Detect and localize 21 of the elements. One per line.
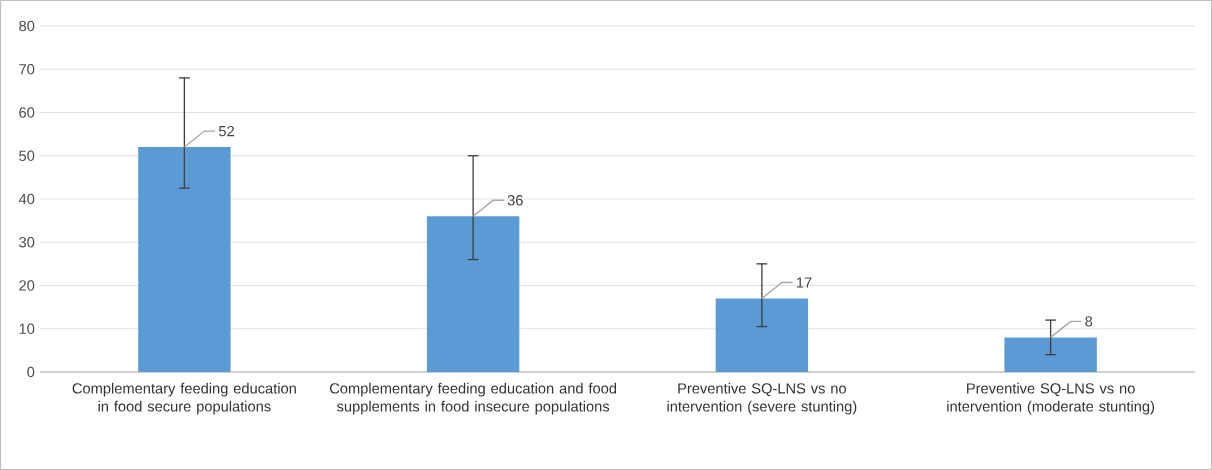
bar xyxy=(1004,337,1097,372)
x-tick-label: Complementary feeding education in food secure populations xyxy=(72,382,296,415)
y-tick-label: 30 xyxy=(19,237,35,248)
y-tick-label: 60 xyxy=(19,107,35,118)
y-tick-label: 10 xyxy=(19,323,35,334)
x-tick-label: Complementary feeding education and food supplements in food insecure populations xyxy=(329,382,617,415)
y-tick-label: 0 xyxy=(27,366,35,378)
y-tick-label: 80 xyxy=(19,20,35,32)
data-label: 52 xyxy=(218,125,234,137)
data-label: 17 xyxy=(796,277,812,288)
y-tick-label: 40 xyxy=(18,193,35,205)
data-label: 36 xyxy=(507,195,523,206)
x-tick-label: Preventive SQ-LNS vs no intervention (severe stunting) xyxy=(667,382,857,415)
x-tick-label: Preventive SQ-LNS vs no intervention (moderate stunting) xyxy=(947,382,1155,415)
y-tick-label: 20 xyxy=(19,280,35,291)
y-tick-label: 70 xyxy=(19,64,35,75)
bar xyxy=(715,298,809,372)
bar xyxy=(426,216,520,372)
data-label: 8 xyxy=(1085,316,1093,327)
y-tick-label: 50 xyxy=(19,150,35,161)
bar xyxy=(138,147,231,372)
